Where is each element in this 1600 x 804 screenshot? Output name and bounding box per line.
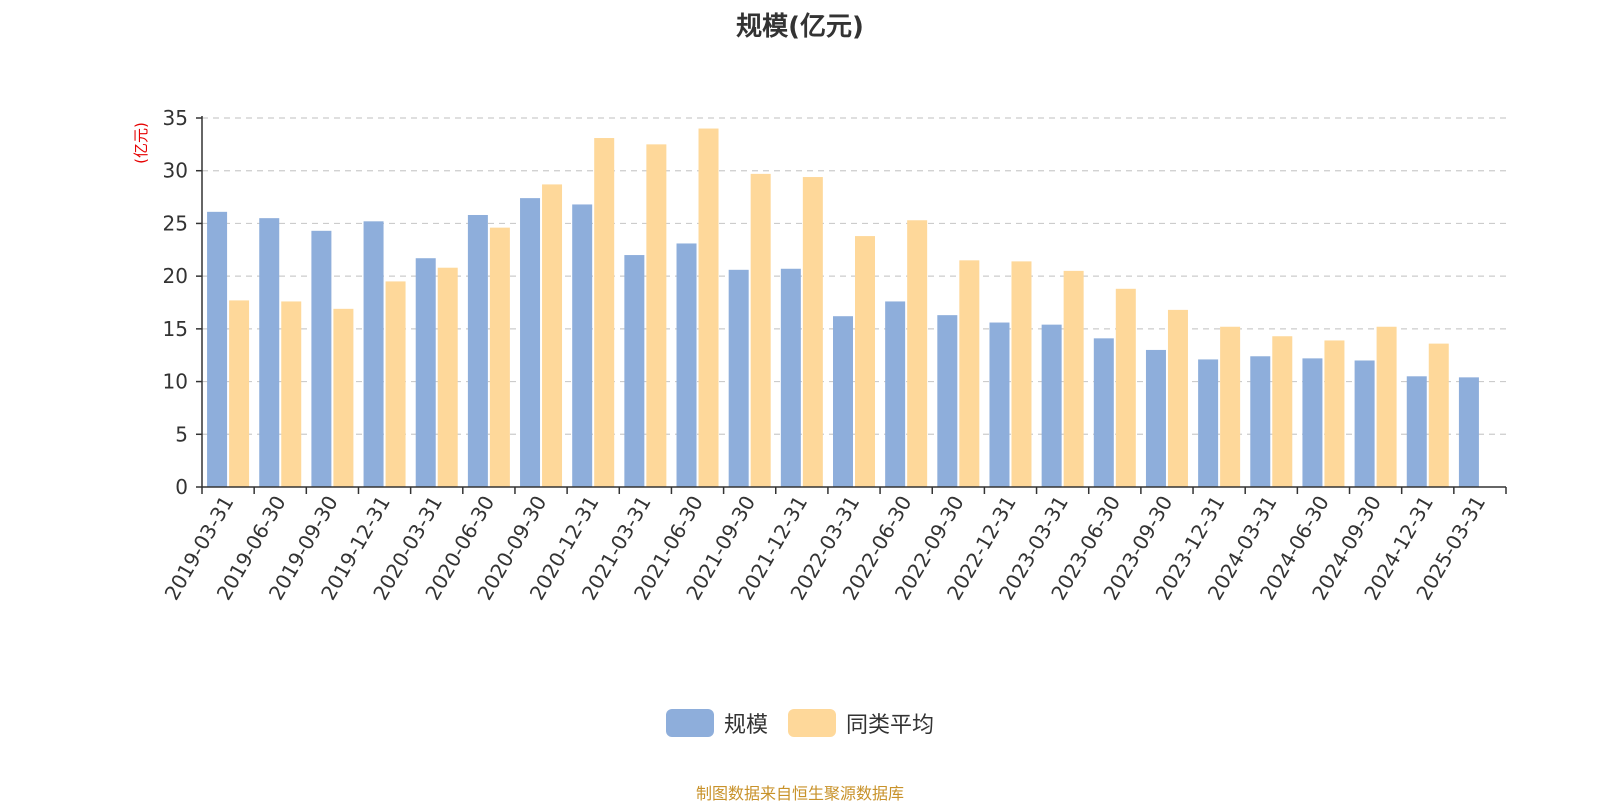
bar-scale bbox=[207, 211, 228, 487]
bar-peer-average bbox=[1324, 340, 1345, 487]
bar-scale bbox=[937, 315, 958, 487]
bar-peer-average bbox=[1063, 270, 1084, 487]
bar-peer-average bbox=[1272, 336, 1293, 487]
legend-swatch-peer-average bbox=[788, 709, 836, 737]
y-tick-label: 15 bbox=[163, 317, 188, 341]
legend-label-scale: 规模 bbox=[723, 713, 768, 738]
chart-title: 规模(亿元) bbox=[736, 12, 864, 42]
bar-scale bbox=[1041, 324, 1062, 487]
bar-scale bbox=[728, 269, 749, 487]
legend: 规模 同类平均 bbox=[0, 707, 1600, 739]
y-tick-label: 30 bbox=[163, 159, 188, 183]
bar-scale bbox=[467, 214, 488, 487]
bar-scale bbox=[1354, 360, 1375, 487]
y-tick-label: 20 bbox=[163, 264, 188, 288]
bar-scale bbox=[1145, 349, 1166, 487]
source-note: 制图数据来自恒生聚源数据库 bbox=[695, 784, 904, 803]
bar-scale bbox=[520, 198, 541, 487]
bar-scale bbox=[676, 243, 697, 487]
bar-peer-average bbox=[1115, 288, 1136, 487]
bar-peer-average bbox=[542, 184, 563, 488]
bar-scale bbox=[363, 221, 384, 487]
bar-scale bbox=[311, 230, 332, 487]
y-tick-label: 25 bbox=[163, 211, 188, 235]
bar-peer-average bbox=[281, 301, 302, 487]
bar-peer-average bbox=[1376, 326, 1397, 487]
bar-scale bbox=[1302, 358, 1323, 487]
bar-peer-average bbox=[698, 128, 719, 488]
bar-peer-average bbox=[1428, 343, 1449, 487]
bar-peer-average bbox=[1220, 326, 1241, 487]
bar-peer-average bbox=[437, 267, 458, 487]
bar-scale bbox=[1458, 377, 1479, 487]
bar-peer-average bbox=[1167, 309, 1188, 487]
bar-peer-average bbox=[229, 300, 250, 487]
bar-scale bbox=[1250, 356, 1271, 487]
bar-scale bbox=[989, 322, 1010, 487]
bar-peer-average bbox=[333, 308, 354, 487]
legend-swatch-scale bbox=[665, 709, 714, 737]
bar-peer-average bbox=[594, 138, 615, 487]
legend-item-peer-average[interactable]: 同类平均 bbox=[788, 707, 934, 739]
bar-scale bbox=[259, 218, 280, 487]
bar-scale bbox=[624, 255, 645, 487]
bar-scale bbox=[833, 316, 853, 487]
bar-peer-average bbox=[489, 227, 510, 487]
y-axis-label: (亿元) bbox=[132, 122, 150, 164]
bar-scale bbox=[1406, 376, 1427, 487]
bar-peer-average bbox=[959, 260, 980, 487]
bar-peer-average bbox=[1011, 261, 1032, 487]
bar-peer-average bbox=[750, 173, 771, 487]
y-tick-label: 5 bbox=[175, 422, 188, 446]
legend-item-scale[interactable]: 规模 bbox=[665, 707, 768, 739]
bar-scale bbox=[572, 204, 593, 488]
y-tick-label: 0 bbox=[175, 475, 188, 499]
bar-scale bbox=[885, 301, 906, 487]
bar-scale bbox=[415, 258, 436, 487]
y-tick-label: 35 bbox=[163, 106, 188, 130]
bar-peer-average bbox=[646, 144, 667, 487]
bar-peer-average bbox=[855, 236, 875, 487]
legend-label-peer-average: 同类平均 bbox=[846, 713, 935, 738]
bar-scale bbox=[1198, 359, 1219, 487]
bar-peer-average bbox=[907, 220, 928, 487]
bar-scale bbox=[1093, 338, 1114, 487]
y-tick-label: 10 bbox=[163, 370, 188, 394]
bar-scale bbox=[780, 268, 801, 487]
bar-peer-average bbox=[802, 177, 823, 488]
bar-peer-average bbox=[385, 281, 406, 487]
